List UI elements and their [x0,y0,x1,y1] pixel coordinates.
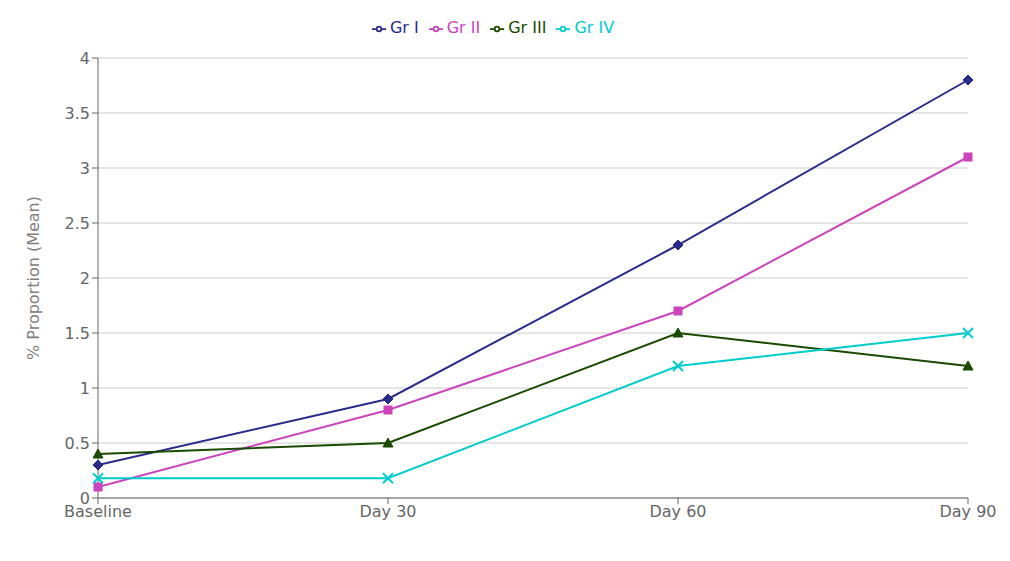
html-text:Gr I: Gr I [389,18,419,37]
svg-text:4: 4 [80,49,90,68]
svg-text:1: 1 [80,379,90,398]
svg-text:% Proportion (Mean): % Proportion (Mean) [24,196,43,360]
svg-text:1.5: 1.5 [65,324,90,343]
svg-text:2: 2 [80,269,90,288]
svg-text:Day 30: Day 30 [359,502,416,521]
svg-text:3.5: 3.5 [65,104,90,123]
svg-text:0.5: 0.5 [65,434,90,453]
svg-text:Baseline: Baseline [64,502,132,521]
svg-text:Day 60: Day 60 [649,502,706,521]
svg-text:Day 90: Day 90 [939,502,996,521]
html-text:Gr IV: Gr IV [574,18,615,37]
svg-text:0: 0 [80,489,90,508]
svg-text:3: 3 [80,159,90,178]
html-text:Gr II: Gr II [446,18,481,37]
svg-text:2.5: 2.5 [65,214,90,233]
html-text:Gr III: Gr III [508,18,547,37]
